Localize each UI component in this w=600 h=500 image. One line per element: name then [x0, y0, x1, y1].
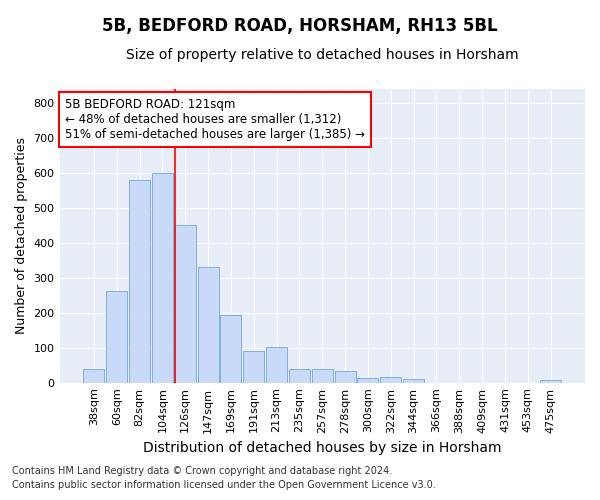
Bar — [220, 315, 241, 382]
Text: 5B, BEDFORD ROAD, HORSHAM, RH13 5BL: 5B, BEDFORD ROAD, HORSHAM, RH13 5BL — [102, 18, 498, 36]
Bar — [175, 226, 196, 382]
Bar — [197, 268, 218, 382]
Bar — [289, 368, 310, 382]
Bar — [358, 378, 379, 382]
Y-axis label: Number of detached properties: Number of detached properties — [15, 138, 28, 334]
Text: Contains HM Land Registry data © Crown copyright and database right 2024.
Contai: Contains HM Land Registry data © Crown c… — [12, 466, 436, 490]
Bar — [335, 372, 356, 382]
Bar — [106, 291, 127, 382]
Bar — [152, 173, 173, 382]
Title: Size of property relative to detached houses in Horsham: Size of property relative to detached ho… — [126, 48, 518, 62]
Bar — [312, 370, 333, 382]
Bar — [129, 180, 150, 382]
Bar — [266, 346, 287, 382]
Bar — [243, 351, 264, 382]
Bar — [83, 368, 104, 382]
Bar — [540, 380, 561, 382]
Bar — [380, 378, 401, 382]
Bar — [403, 379, 424, 382]
X-axis label: Distribution of detached houses by size in Horsham: Distribution of detached houses by size … — [143, 441, 502, 455]
Text: 5B BEDFORD ROAD: 121sqm
← 48% of detached houses are smaller (1,312)
51% of semi: 5B BEDFORD ROAD: 121sqm ← 48% of detache… — [65, 98, 365, 141]
